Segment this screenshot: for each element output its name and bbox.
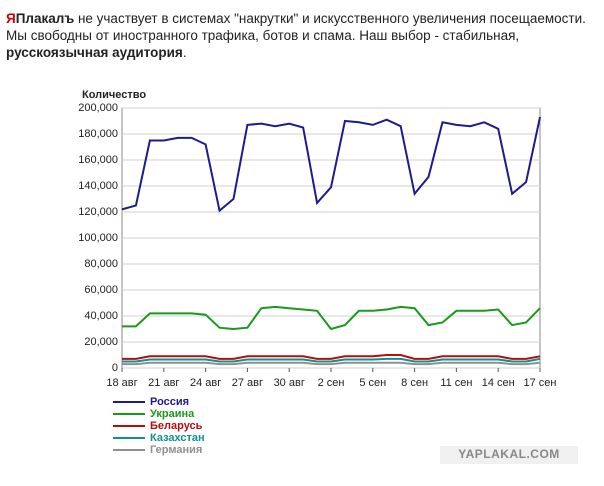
legend-label: Россия <box>150 396 189 408</box>
intro: ЯПлакалъ не участвует в системах "накрут… <box>6 10 598 61</box>
x-tick-label: 14 сен <box>482 377 515 389</box>
y-tick-label: 140,000 <box>78 180 118 192</box>
x-tick-label: 11 сен <box>440 377 472 389</box>
x-tick-label: 24 авг <box>190 377 221 389</box>
y-tick-label: 120,000 <box>78 206 118 218</box>
legend-label: Германия <box>150 444 202 456</box>
series-line <box>122 361 541 366</box>
y-tick-label: 80,000 <box>84 258 118 270</box>
series-line <box>122 305 541 331</box>
y-tick-label: 200,000 <box>78 102 118 114</box>
y-axis-label: Количество <box>82 89 146 101</box>
x-tick-label: 27 авг <box>232 377 263 389</box>
x-tick-label: 2 сен <box>318 377 345 389</box>
x-tick-label: 8 сен <box>401 377 428 389</box>
watermark-bg <box>440 446 578 464</box>
watermark: YAPLAKAL.COM <box>458 447 560 461</box>
legend-label: Украина <box>150 408 195 420</box>
x-tick-label: 18 авг <box>106 377 137 389</box>
series-line <box>122 354 541 360</box>
series-line <box>122 357 541 363</box>
y-tick-label: 180,000 <box>78 128 118 140</box>
y-tick-label: 160,000 <box>78 154 118 166</box>
y-tick-label: 100,000 <box>78 232 118 244</box>
y-tick-label: 20,000 <box>84 336 118 348</box>
x-tick-label: 17 сен <box>524 377 557 389</box>
y-tick-label: 60,000 <box>84 284 118 296</box>
y-tick-label: 0 <box>112 362 118 374</box>
x-tick-label: 21 авг <box>148 377 179 389</box>
series-line <box>121 116 541 213</box>
legend-label: Беларусь <box>150 420 203 432</box>
intro-bold: русскоязычная аудитория <box>6 45 183 60</box>
brand: Я <box>6 11 16 26</box>
x-tick-label: 30 авг <box>274 377 305 389</box>
y-tick-label: 40,000 <box>84 310 118 322</box>
legend-label: Казахстан <box>150 432 205 444</box>
intro-end: . <box>182 45 187 60</box>
brand: Плакалъ <box>15 11 75 26</box>
x-tick-label: 5 сен <box>359 377 386 389</box>
intro-text: не участвует в системах "накрутки" и иск… <box>6 11 586 43</box>
